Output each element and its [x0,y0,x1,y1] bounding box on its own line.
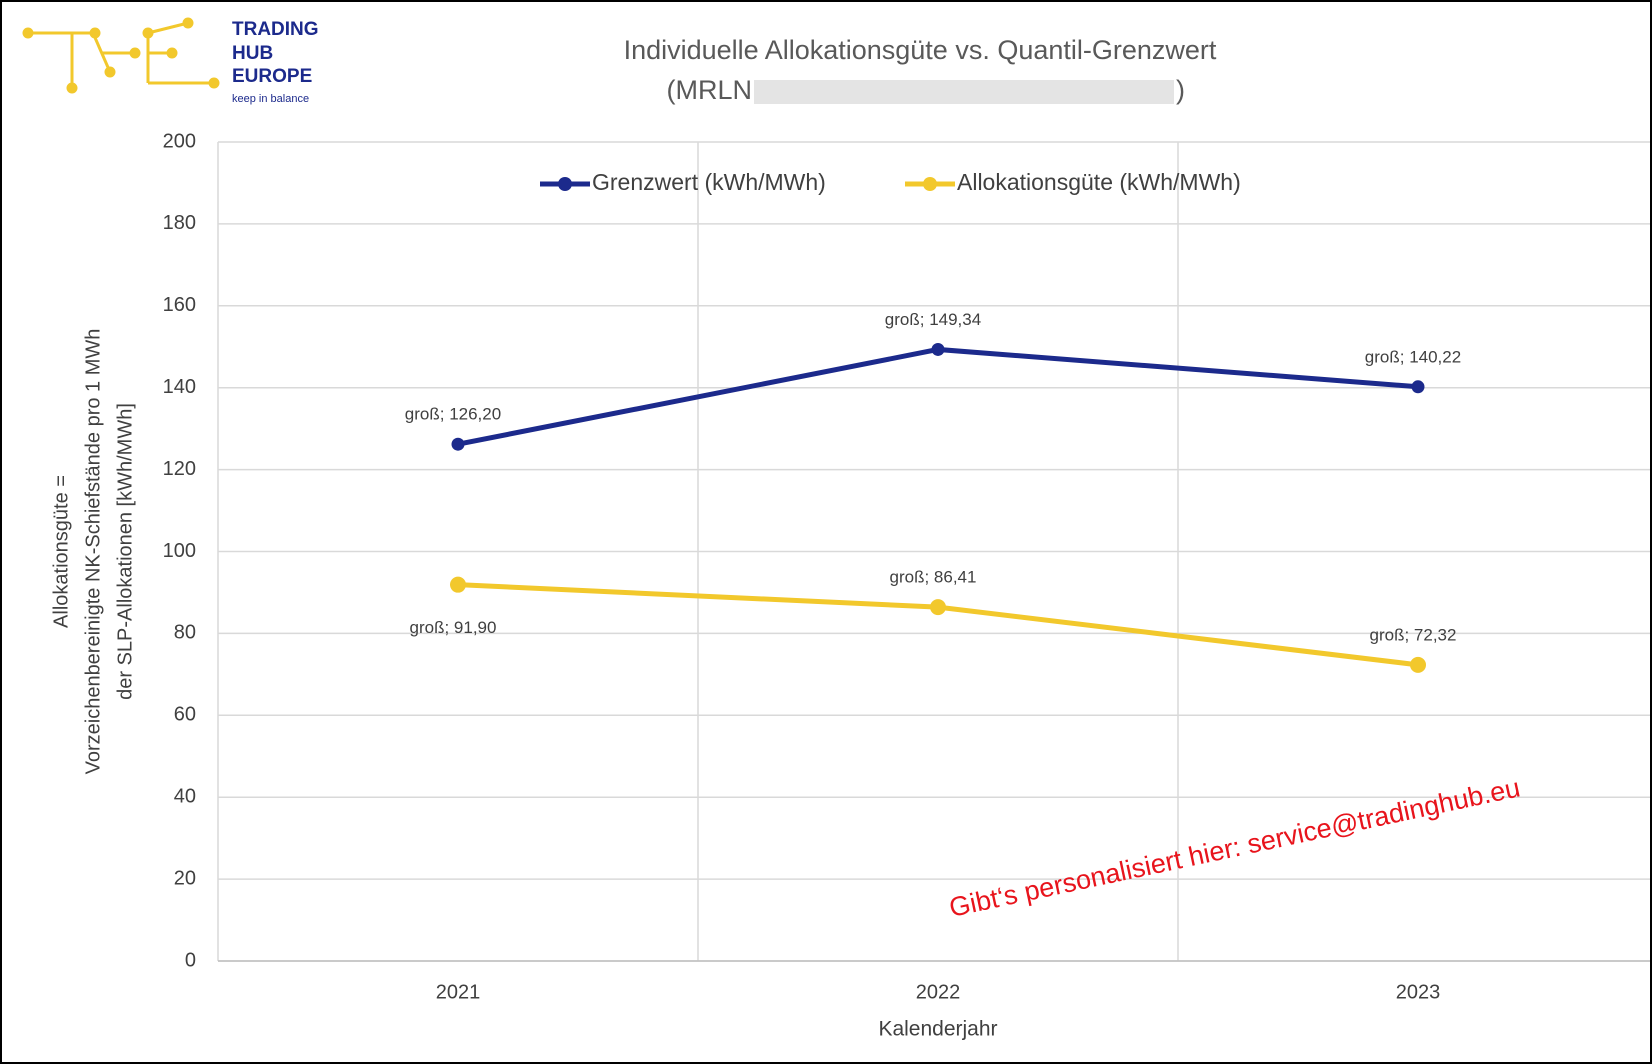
data-point [930,599,946,616]
y-tick-label: 80 [174,622,196,644]
data-label: groß; 86,41 [890,568,977,587]
data-point [451,437,465,451]
y-tick-label: 0 [185,949,196,971]
data-point [931,342,945,356]
legend-label: Grenzwert (kWh/MWh) [592,169,826,195]
data-label: groß; 91,90 [410,618,497,637]
x-tick-label: 2023 [1396,981,1441,1003]
chart-subtitle: ) [1176,75,1185,105]
y-tick-label: 40 [174,785,196,807]
logo-text: HUB [232,43,273,64]
redacted-text [754,80,1174,104]
chart-title: Individuelle Allokationsgüte vs. Quantil… [624,35,1217,65]
data-label: groß; 72,32 [1370,625,1457,644]
x-tick-label: 2022 [916,981,961,1003]
legend-marker [923,177,937,191]
y-tick-label: 60 [174,704,196,726]
y-tick-label: 20 [174,867,196,889]
data-point [450,576,466,593]
y-tick-label: 200 [163,130,196,152]
data-point [1411,380,1425,394]
y-tick-label: 180 [163,212,196,234]
logo-graphic [22,17,220,94]
data-label: groß; 126,20 [405,405,501,424]
x-axis-label: Kalenderjahr [878,1018,997,1041]
y-axis-label: der SLP-Allokationen [kWh/MWh] [114,403,136,700]
logo-text: TRADING [232,19,319,40]
y-tick-label: 140 [163,376,196,398]
y-axis-label: Vorzeichenbereinigte NK-Schiefstände pro… [82,329,104,775]
legend-label: Allokationsgüte (kWh/MWh) [957,169,1241,195]
logo-tagline: keep in balance [232,93,309,105]
data-label: groß; 149,34 [885,310,981,329]
logo-text: EUROPE [232,66,312,87]
chart-subtitle: (MRLN [667,75,753,105]
x-tick-label: 2021 [436,981,481,1003]
y-tick-label: 160 [163,294,196,316]
y-tick-label: 100 [163,540,196,562]
legend-marker [558,177,572,191]
y-axis-label: Allokationsgüte = [50,475,72,628]
data-point [1410,656,1426,673]
data-label: groß; 140,22 [1365,347,1461,366]
y-tick-label: 120 [163,458,196,480]
